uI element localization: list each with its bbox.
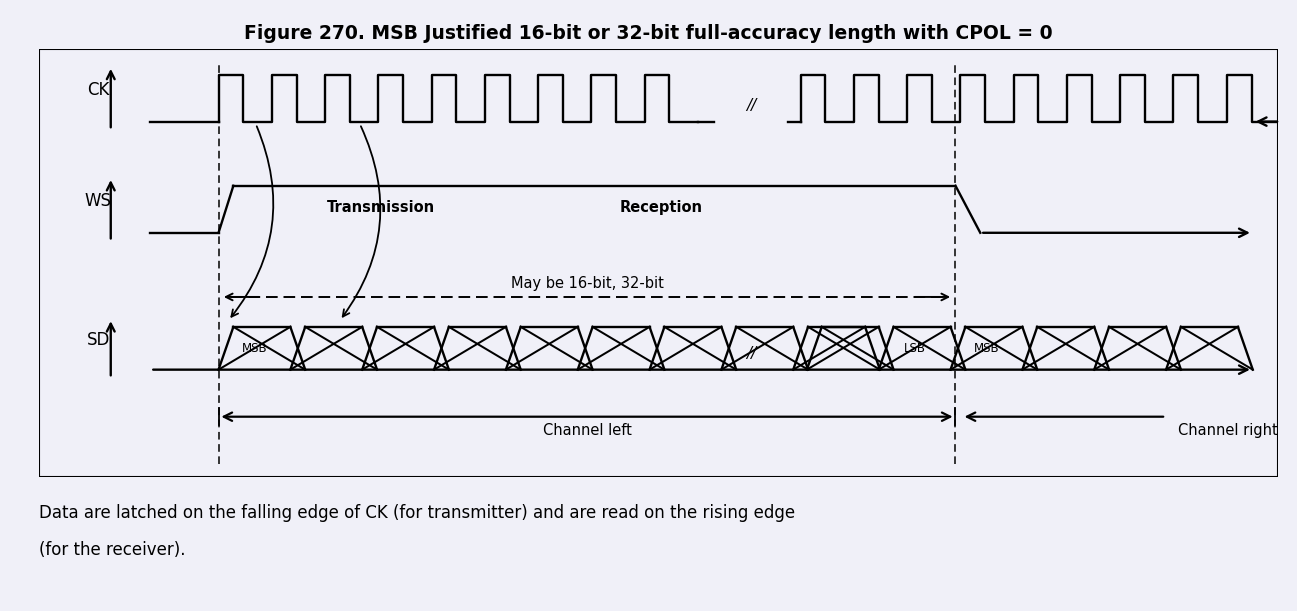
Text: SD: SD xyxy=(87,331,110,349)
Text: Figure 270. MSB Justified 16-bit or 32-bit full-accuracy length with CPOL = 0: Figure 270. MSB Justified 16-bit or 32-b… xyxy=(244,24,1053,43)
Text: Channel right: Channel right xyxy=(1179,423,1279,438)
Text: MSB: MSB xyxy=(974,342,1000,355)
Text: Reception: Reception xyxy=(619,200,702,214)
Text: Data are latched on the falling edge of CK (for transmitter) and are read on the: Data are latched on the falling edge of … xyxy=(39,504,795,522)
Text: May be 16-bit, 32-bit: May be 16-bit, 32-bit xyxy=(511,276,664,291)
Text: (for the receiver).: (for the receiver). xyxy=(39,541,185,558)
Text: MSB: MSB xyxy=(243,342,267,355)
Text: Transmission: Transmission xyxy=(327,200,434,214)
Text: CK: CK xyxy=(87,81,109,98)
Text: WS: WS xyxy=(84,192,112,210)
Text: //: // xyxy=(746,346,756,361)
Text: LSB: LSB xyxy=(904,342,926,355)
Text: Channel left: Channel left xyxy=(542,423,632,438)
Text: //: // xyxy=(746,98,756,113)
